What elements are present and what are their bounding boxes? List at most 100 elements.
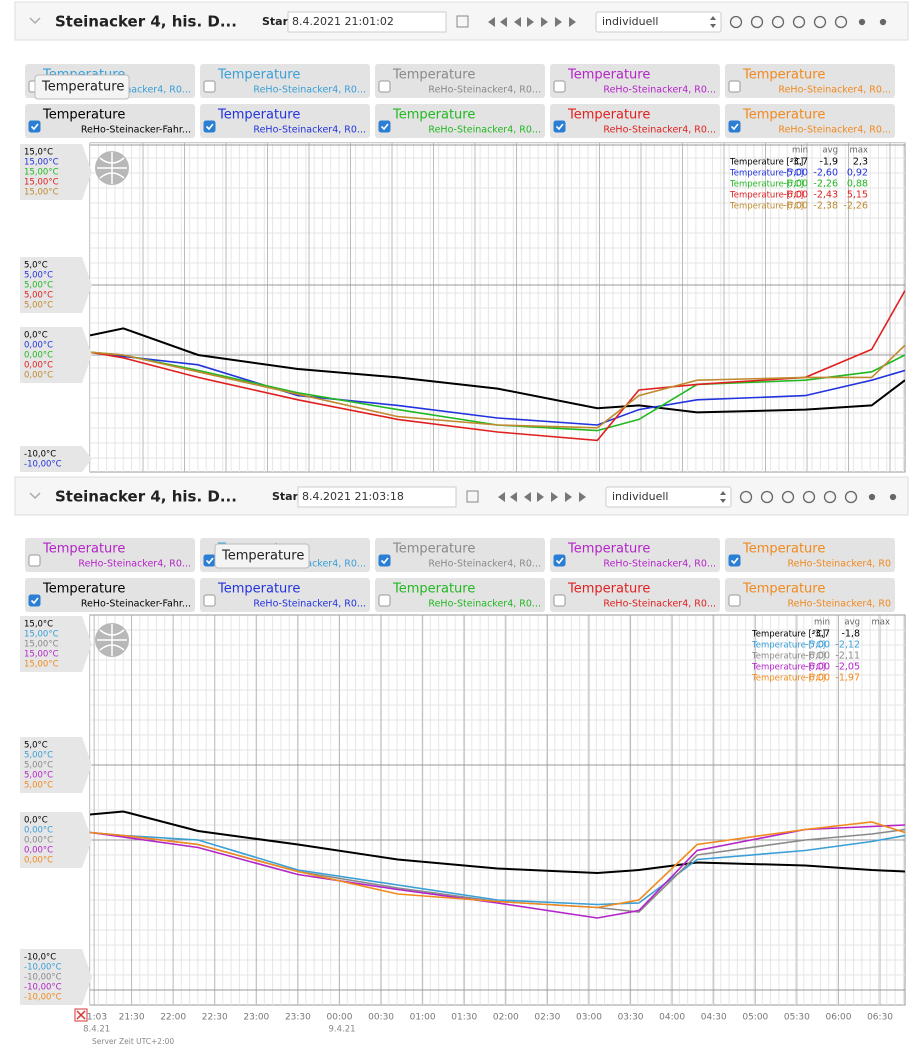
sensor-button[interactable] (25, 104, 195, 138)
sensor-checkbox[interactable] (728, 120, 741, 133)
nav-button[interactable] (579, 492, 586, 502)
toolbar-icon[interactable] (879, 18, 887, 26)
stats-cell: -2,26 (843, 201, 868, 212)
logo-lines (97, 624, 127, 656)
stats-header: max (849, 146, 868, 156)
y-label-box (20, 949, 92, 1005)
toolbar-icon[interactable] (781, 490, 795, 504)
nav-button[interactable] (527, 17, 534, 27)
y-tick-label: -10,0°C (24, 450, 56, 460)
sensor-checkbox[interactable] (378, 80, 391, 93)
toolbar-icon[interactable] (813, 15, 827, 29)
sensor-name: Temperature (42, 108, 125, 123)
toolbar-icon[interactable] (792, 15, 806, 29)
nav-button[interactable] (569, 17, 576, 27)
nav-button[interactable] (555, 17, 562, 27)
toolbar-icon[interactable] (823, 490, 837, 504)
sensor-checkbox[interactable] (553, 80, 566, 93)
stats-cell: Temperature [°C] (751, 674, 825, 684)
x-tick-label: 23:30 (285, 1013, 311, 1023)
sensor-button[interactable] (375, 64, 545, 98)
nav-button[interactable] (537, 492, 544, 502)
x-tick-label: 03:30 (618, 1013, 644, 1023)
sensor-button[interactable] (25, 538, 195, 572)
nav-button[interactable] (498, 492, 505, 502)
toolbar-icon[interactable] (844, 490, 858, 504)
x-tick-label: 04:00 (659, 1013, 685, 1023)
checkmark (30, 123, 39, 131)
sensor-button[interactable] (375, 578, 545, 612)
sensor-button[interactable] (25, 578, 195, 612)
sensor-button[interactable] (550, 578, 720, 612)
sensor-checkbox[interactable] (28, 554, 41, 567)
sensor-button[interactable] (725, 578, 895, 612)
x-tick-label: 22:30 (202, 1013, 228, 1023)
sensor-device: ReHo-Steinacker4, R0... (253, 85, 366, 96)
collapse-chevron[interactable] (29, 17, 41, 25)
start-input[interactable] (287, 11, 447, 33)
nav-button[interactable] (524, 492, 531, 502)
sensor-checkbox[interactable] (728, 80, 741, 93)
sensor-checkbox[interactable] (728, 554, 741, 567)
checkmark (380, 557, 389, 565)
sensor-checkbox[interactable] (203, 80, 216, 93)
sensor-button[interactable] (550, 64, 720, 98)
sensor-button[interactable] (200, 578, 370, 612)
toolbar-icon[interactable] (889, 493, 897, 501)
nav-button[interactable] (541, 17, 548, 27)
sensor-checkbox[interactable] (203, 594, 216, 607)
sensor-button[interactable] (550, 538, 720, 572)
sensor-checkbox[interactable] (28, 594, 41, 607)
sensor-checkbox[interactable] (378, 594, 391, 607)
toolbar-icon[interactable] (802, 490, 816, 504)
sensor-button[interactable] (725, 538, 895, 572)
sensor-device: ReHo-Steinacker-Fahr... (81, 599, 191, 610)
nav-button[interactable] (488, 17, 495, 27)
sensor-device: ReHo-Steinacker4, R0... (253, 125, 366, 136)
mode-select[interactable] (595, 11, 722, 33)
sensor-button[interactable] (200, 64, 370, 98)
start-input[interactable] (297, 486, 457, 508)
y-tick-label: -10,00°C (24, 983, 62, 993)
x-tick-label: 05:00 (742, 1013, 768, 1023)
toolbar-icon[interactable] (868, 493, 876, 501)
trace-line (90, 831, 905, 906)
sensor-checkbox[interactable] (553, 120, 566, 133)
sensor-button[interactable] (725, 64, 895, 98)
toolbar-icon[interactable] (834, 15, 848, 29)
toolbar-icon[interactable] (750, 15, 764, 29)
collapse-chevron[interactable] (29, 492, 41, 500)
sensor-checkbox[interactable] (553, 594, 566, 607)
sensor-checkbox[interactable] (378, 120, 391, 133)
nav-button[interactable] (514, 17, 521, 27)
sensor-checkbox[interactable] (28, 120, 41, 133)
toolbar-icon[interactable] (729, 15, 743, 29)
calendar-icon[interactable] (456, 15, 469, 28)
calendar-icon[interactable] (466, 490, 479, 503)
sensor-checkbox[interactable] (728, 594, 741, 607)
sensor-button[interactable] (375, 538, 545, 572)
sensor-checkbox[interactable] (203, 554, 216, 567)
toolbar-icon[interactable] (858, 18, 866, 26)
nav-button[interactable] (565, 492, 572, 502)
nav-button[interactable] (500, 17, 507, 27)
sensor-button[interactable] (200, 104, 370, 138)
toolbar-icon[interactable] (771, 15, 785, 29)
toolbar-icon[interactable] (739, 490, 753, 504)
y-label-box (20, 446, 92, 472)
toolbar-icon[interactable] (760, 490, 774, 504)
sensor-checkbox[interactable] (203, 120, 216, 133)
nav-button[interactable] (510, 492, 517, 502)
sensor-button[interactable] (375, 104, 545, 138)
sensor-checkbox[interactable] (378, 554, 391, 567)
sensor-name: Temperature (567, 108, 650, 123)
nav-button[interactable] (551, 492, 558, 502)
trace-line (90, 810, 905, 875)
mode-select[interactable] (605, 486, 732, 508)
x-tick-label: 21:03 (81, 1013, 107, 1023)
server-time: Server Zeit UTC+2:00 (92, 1037, 174, 1046)
stats-cell: -2,11 (835, 651, 860, 662)
sensor-checkbox[interactable] (553, 554, 566, 567)
sensor-button[interactable] (725, 104, 895, 138)
sensor-button[interactable] (550, 104, 720, 138)
